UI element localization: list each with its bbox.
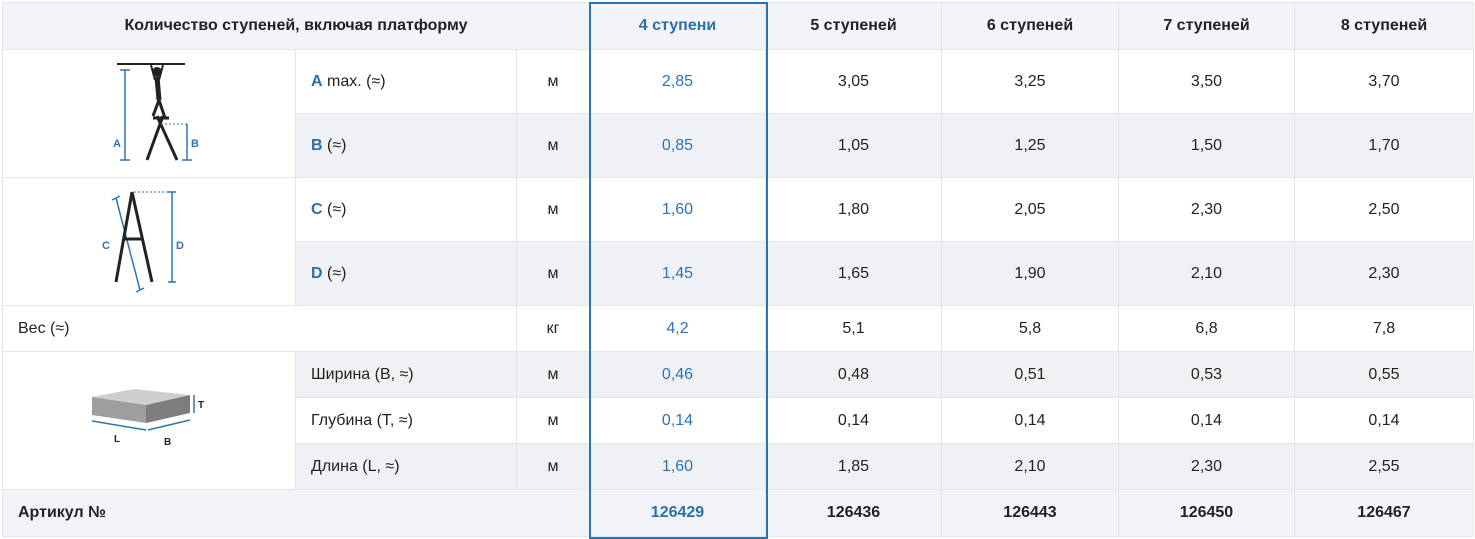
header-col-1: 4 ступени (589, 2, 766, 50)
row-weight-val-2: 5,1 (765, 305, 942, 352)
row-c-val-2: 1,80 (765, 177, 942, 242)
row-c-rest: (≈) (322, 200, 347, 218)
row-width-val-2: 0,48 (765, 351, 942, 398)
row-b-label: B (≈) (295, 113, 517, 178)
row-weight-label: Вес (≈) (2, 305, 517, 352)
row-a-rest: max. (≈) (322, 72, 386, 90)
row-b-key: B (311, 136, 323, 154)
row-b-val-2: 1,05 (765, 113, 942, 178)
ladder-height-diagram-cell: A B (2, 49, 296, 178)
table-row-depth: Глубина (T, ≈) м 0,14 0,14 0,14 0,14 0,1… (3, 397, 1474, 444)
row-article-val-2: 126436 (765, 489, 942, 537)
row-depth-val-4: 0,14 (1118, 397, 1295, 444)
row-b-val-4: 1,50 (1118, 113, 1295, 178)
header-row: Количество ступеней, включая платформу 4… (2, 2, 1474, 50)
package-diagram-cell: T L B (2, 351, 296, 490)
table-row-weight: Вес (≈) кг 4,2 5,1 5,8 6,8 7,8 (2, 305, 1474, 352)
row-d-val-3: 1,90 (941, 241, 1119, 306)
row-width-val-1: 0,46 (589, 351, 766, 398)
row-d-val-2: 1,65 (765, 241, 942, 306)
row-d-rest: (≈) (322, 264, 347, 282)
table-row-d: D (≈) м 1,45 1,65 1,90 2,10 2,30 (3, 241, 1474, 306)
row-a-key: A (311, 72, 323, 90)
label-d: D (176, 240, 184, 252)
label-t: T (198, 400, 204, 411)
row-width-label: Ширина (B, ≈) (295, 351, 517, 398)
package-box-icon: T L B (91, 389, 204, 448)
row-c-val-3: 2,05 (941, 177, 1119, 242)
row-length-label: Длина (L, ≈) (295, 443, 517, 490)
header-steps-label: Количество ступеней, включая платформу (2, 2, 590, 50)
row-a-unit: м (516, 49, 590, 114)
header-col-4: 7 ступеней (1118, 2, 1295, 50)
table-row-width: T L B Ширина (B, ≈) м 0,46 0,48 0,51 0,5… (2, 351, 1474, 490)
row-d-val-4: 2,10 (1118, 241, 1295, 306)
row-length-val-4: 2,30 (1118, 443, 1295, 490)
row-length-val-1: 1,60 (589, 443, 766, 490)
label-c: C (102, 240, 110, 252)
row-d-val-1: 1,45 (589, 241, 766, 306)
ladder-height-icon: A B (113, 63, 199, 161)
row-depth-unit: м (516, 397, 590, 444)
row-length-val-3: 2,10 (941, 443, 1119, 490)
row-b-val-1: 0,85 (589, 113, 766, 178)
row-a-val-5: 3,70 (1294, 49, 1474, 114)
ladder-folded-icon: C D (102, 191, 184, 293)
row-b-val-5: 1,70 (1294, 113, 1474, 178)
header-col-2: 5 ступеней (765, 2, 942, 50)
row-width-unit: м (516, 351, 590, 398)
table-row-article: Артикул № 126429 126436 126443 126450 12… (2, 489, 1474, 537)
row-d-label: D (≈) (295, 241, 517, 306)
row-article-val-3: 126443 (941, 489, 1119, 537)
row-article-label: Артикул № (2, 489, 590, 537)
row-depth-label: Глубина (T, ≈) (295, 397, 517, 444)
row-depth-val-1: 0,14 (589, 397, 766, 444)
row-a-val-4: 3,50 (1118, 49, 1295, 114)
row-article-val-1: 126429 (589, 489, 766, 537)
row-d-val-5: 2,30 (1294, 241, 1474, 306)
table-row-a: A B A max. (≈) м 2,85 3,05 3,25 3,50 3,7… (2, 49, 1474, 178)
row-c-val-5: 2,50 (1294, 177, 1474, 242)
row-length-unit: м (516, 443, 590, 490)
row-a-val-3: 3,25 (941, 49, 1119, 114)
row-weight-val-4: 6,8 (1118, 305, 1295, 352)
row-width-val-4: 0,53 (1118, 351, 1295, 398)
row-b-unit: м (516, 113, 590, 178)
label-b: B (191, 138, 199, 150)
label-b-pkg: B (164, 437, 171, 448)
row-weight-val-5: 7,8 (1294, 305, 1474, 352)
row-d-unit: м (516, 241, 590, 306)
table-row-b: B (≈) м 0,85 1,05 1,25 1,50 1,70 (3, 113, 1474, 178)
row-width-val-5: 0,55 (1294, 351, 1474, 398)
header-col-3: 6 ступеней (941, 2, 1119, 50)
row-weight-unit: кг (516, 305, 590, 352)
row-d-key: D (311, 264, 323, 282)
row-b-rest: (≈) (322, 136, 347, 154)
row-article-val-5: 126467 (1294, 489, 1474, 537)
row-length-val-5: 2,55 (1294, 443, 1474, 490)
ladder-folded-diagram-cell: C D (2, 177, 296, 306)
row-width-val-3: 0,51 (941, 351, 1119, 398)
row-a-val-2: 3,05 (765, 49, 942, 114)
label-l: L (114, 434, 120, 445)
row-c-unit: м (516, 177, 590, 242)
row-c-val-4: 2,30 (1118, 177, 1295, 242)
row-depth-val-2: 0,14 (765, 397, 942, 444)
row-b-val-3: 1,25 (941, 113, 1119, 178)
row-article-val-4: 126450 (1118, 489, 1295, 537)
row-a-label: A max. (≈) (295, 49, 517, 114)
label-a: A (113, 138, 121, 150)
row-depth-val-5: 0,14 (1294, 397, 1474, 444)
row-c-key: C (311, 200, 323, 218)
header-col-5: 8 ступеней (1294, 2, 1474, 50)
row-weight-val-3: 5,8 (941, 305, 1119, 352)
row-depth-val-3: 0,14 (941, 397, 1119, 444)
row-c-label: C (≈) (295, 177, 517, 242)
row-length-val-2: 1,85 (765, 443, 942, 490)
row-weight-val-1: 4,2 (589, 305, 766, 352)
row-c-val-1: 1,60 (589, 177, 766, 242)
row-a-val-1: 2,85 (589, 49, 766, 114)
table-row-c: C D C (≈) м 1,60 1,80 2,05 2,30 2,50 (2, 177, 1474, 306)
